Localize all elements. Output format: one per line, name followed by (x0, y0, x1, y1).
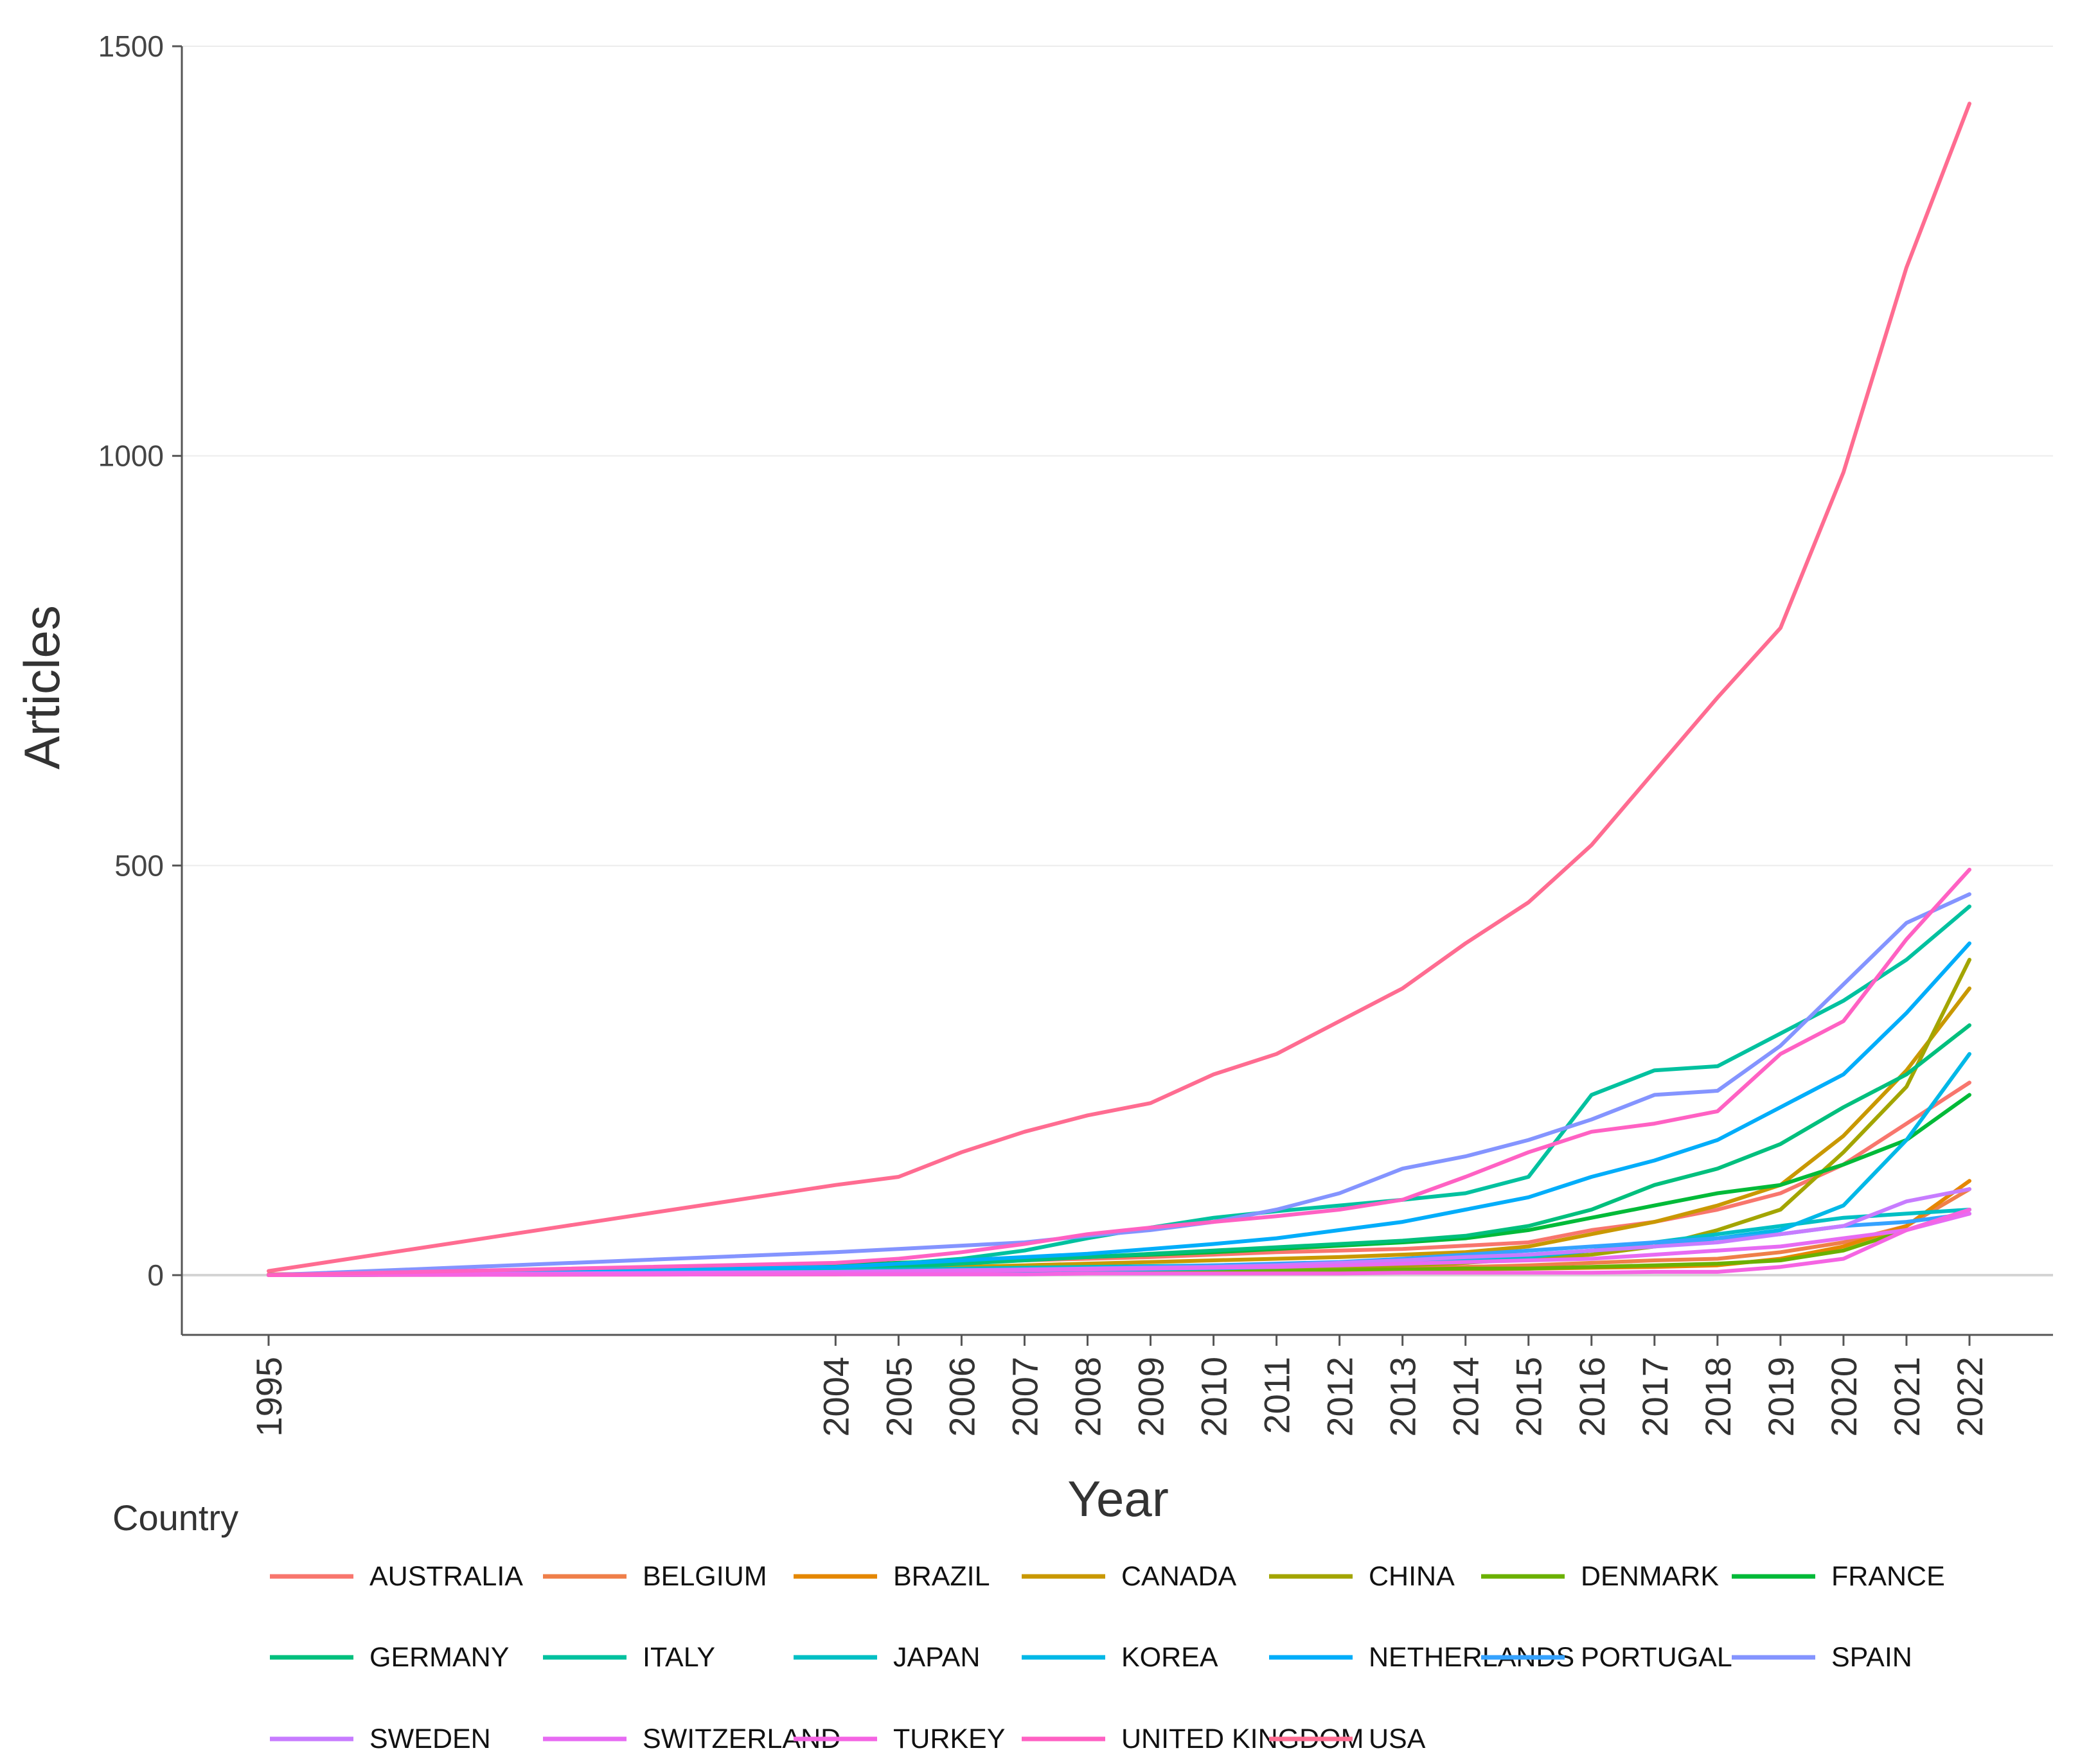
x-tick-label-2008: 2008 (1067, 1357, 1108, 1437)
series-line-united-kingdom (267, 867, 1971, 1277)
x-tick-label-2013: 2013 (1383, 1357, 1423, 1437)
legend-item-italy[interactable]: ITALY (543, 1642, 715, 1673)
x-axis-title: Year (1067, 1470, 1169, 1527)
legend: AUSTRALIA BELGIUM BRAZIL CANADA CHINA DENMARK… (270, 1561, 1945, 1754)
series-line-spain (267, 892, 1971, 1277)
series-line-france (267, 1093, 1971, 1277)
legend-label-japan: JAPAN (893, 1642, 980, 1673)
series-line-china (267, 958, 1971, 1277)
legend-item-germany[interactable]: GERMANY (270, 1642, 509, 1673)
gridlines (182, 46, 2053, 867)
y-tick-label-1000: 1000 (98, 439, 164, 473)
y-tick-label-1500: 1500 (98, 30, 164, 63)
x-tick-label-2021: 2021 (1887, 1357, 1927, 1437)
legend-item-sweden[interactable]: SWEDEN (270, 1724, 491, 1754)
y-axis-title: Articles (13, 605, 70, 770)
series-line-italy (267, 904, 1971, 1277)
x-tick-label-2007: 2007 (1004, 1357, 1045, 1437)
y-tick-label-0: 0 (147, 1258, 164, 1292)
legend-label-portugal: PORTUGAL (1581, 1642, 1732, 1673)
x-tick-label-2018: 2018 (1698, 1357, 1738, 1437)
x-tick-label-2019: 2019 (1761, 1357, 1801, 1437)
legend-label-turkey: TURKEY (893, 1724, 1005, 1754)
x-tick-label-2016: 2016 (1572, 1357, 1612, 1437)
x-tick-label-2009: 2009 (1131, 1357, 1171, 1437)
legend-label-denmark: DENMARK (1581, 1561, 1719, 1592)
legend-item-korea[interactable]: KOREA (1022, 1642, 1218, 1673)
legend-label-italy: ITALY (643, 1642, 715, 1673)
x-tick-label-2004: 2004 (815, 1357, 856, 1437)
x-tick-label-2015: 2015 (1509, 1357, 1549, 1437)
x-tick-label-2012: 2012 (1320, 1357, 1360, 1437)
legend-label-germany: GERMANY (369, 1642, 509, 1673)
legend-label-korea: KOREA (1121, 1642, 1218, 1673)
x-tick-label-2022: 2022 (1950, 1357, 1990, 1437)
legend-item-turkey[interactable]: TURKEY (794, 1724, 1005, 1754)
legend-item-china[interactable]: CHINA (1269, 1561, 1455, 1592)
x-tick-label-2010: 2010 (1194, 1357, 1234, 1437)
series-line-usa (267, 101, 1971, 1273)
x-tick-label-2011: 2011 (1257, 1357, 1297, 1434)
x-tick-label-2014: 2014 (1446, 1357, 1486, 1437)
x-tick-label-2006: 2006 (941, 1357, 982, 1437)
legend-label-canada: CANADA (1121, 1561, 1237, 1592)
legend-item-spain[interactable]: SPAIN (1732, 1642, 1912, 1673)
legend-label-belgium: BELGIUM (643, 1561, 767, 1592)
legend-item-australia[interactable]: AUSTRALIA (270, 1561, 523, 1592)
legend-label-brazil: BRAZIL (893, 1561, 990, 1592)
legend-item-france[interactable]: FRANCE (1732, 1561, 1945, 1592)
legend-label-china: CHINA (1369, 1561, 1455, 1592)
y-axis-ticks: 0 500 1000 1500 (98, 30, 182, 1292)
legend-label-usa: USA (1369, 1724, 1426, 1754)
legend-label-sweden: SWEDEN (369, 1724, 491, 1754)
y-tick-label-500: 500 (114, 849, 164, 882)
legend-label-spain: SPAIN (1831, 1642, 1912, 1673)
legend-item-portugal[interactable]: PORTUGAL (1481, 1642, 1732, 1673)
series-line-switzerland (267, 1212, 1971, 1277)
x-tick-label-2005: 2005 (878, 1357, 919, 1437)
x-tick-label-2020: 2020 (1824, 1357, 1864, 1437)
x-axis-ticks: 1995 2004 2005 2006 2007 2008 2009 2010 2011 2012… (249, 1335, 1990, 1437)
legend-item-belgium[interactable]: BELGIUM (543, 1561, 767, 1592)
series-line-netherlands (267, 941, 1971, 1277)
axes (181, 46, 2053, 1336)
series-line-germany (267, 1023, 1971, 1277)
series-line-turkey (267, 1208, 1971, 1277)
legend-item-canada[interactable]: CANADA (1022, 1561, 1237, 1592)
legend-label-france: FRANCE (1831, 1561, 1945, 1592)
legend-title: Country (112, 1497, 238, 1538)
legend-item-brazil[interactable]: BRAZIL (794, 1561, 990, 1592)
legend-item-usa[interactable]: USA (1269, 1724, 1426, 1754)
x-tick-label-1995: 1995 (249, 1357, 289, 1437)
legend-label-australia: AUSTRALIA (369, 1561, 523, 1592)
legend-item-japan[interactable]: JAPAN (794, 1642, 980, 1673)
series-lines (267, 101, 1971, 1277)
x-tick-label-2017: 2017 (1635, 1357, 1675, 1437)
legend-item-denmark[interactable]: DENMARK (1481, 1561, 1719, 1592)
